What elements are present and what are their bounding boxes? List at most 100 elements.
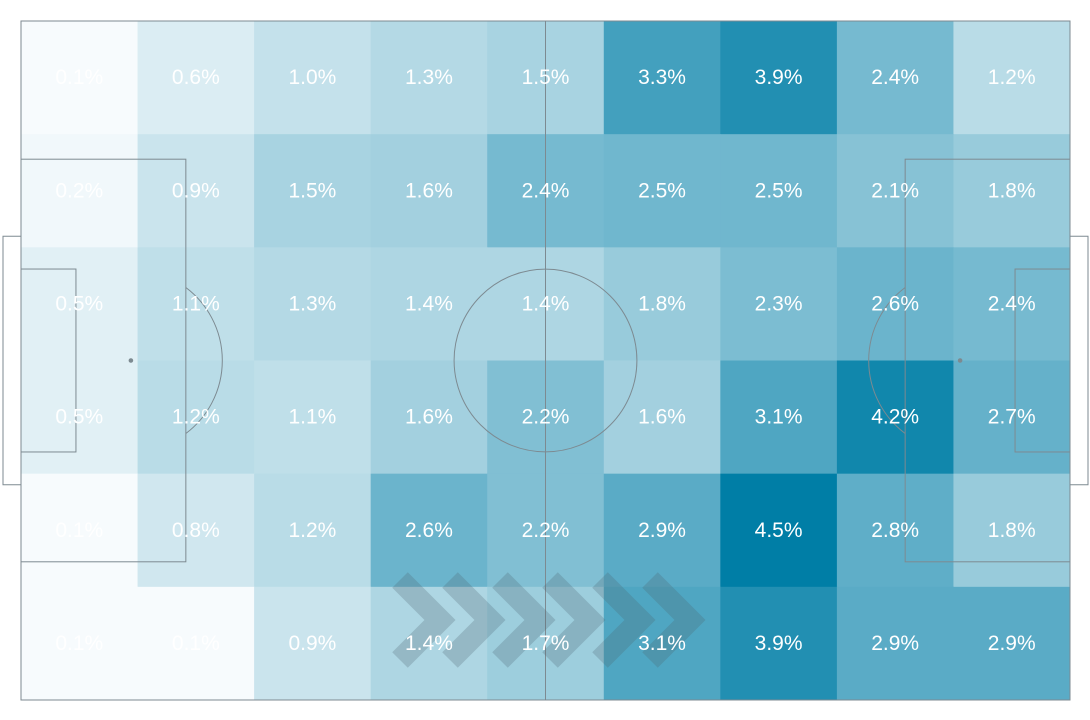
heatmap-cell-r6-c8 [836, 586, 954, 701]
heatmap-label-r5-c5: 2.2% [522, 519, 570, 542]
heatmap-label-r3-c2: 1.1% [172, 292, 220, 315]
direction-chevron-4 [542, 572, 606, 668]
heatmap-label-r4-c4: 1.6% [405, 406, 453, 429]
heatmap-label-r2-c6: 2.5% [638, 179, 686, 202]
right-penalty-spot [957, 358, 963, 363]
direction-chevron-2 [442, 572, 506, 668]
heatmap-label-r2-c8: 2.1% [871, 179, 919, 202]
heatmap-cell-r2-c8 [836, 134, 954, 248]
heatmap-label-r1-c7: 3.9% [755, 66, 803, 89]
attack-direction-arrow [392, 572, 706, 668]
heatmap-label-r4-c2: 1.2% [172, 406, 220, 429]
heatmap-label-r5-c7: 4.5% [755, 519, 803, 542]
heatmap-label-r1-c1: 0.1% [55, 66, 103, 89]
direction-chevron-6 [642, 572, 706, 668]
direction-chevron-3 [492, 572, 556, 668]
heatmap-cell-r5-c4 [370, 473, 488, 588]
heatmap-label-r2-c1: 0.2% [55, 179, 103, 202]
heatmap-label-r3-c7: 2.3% [755, 292, 803, 315]
heatmap-label-r3-c1: 0.5% [55, 292, 103, 315]
heatmap-label-r1-c4: 1.3% [405, 66, 453, 89]
heatmap-label-r6-c4: 1.4% [405, 632, 453, 655]
heatmap-label-r6-c1: 0.1% [55, 632, 103, 655]
heatmap-cell-r5-c9 [953, 473, 1071, 588]
heatmap-label-r1-c3: 1.0% [288, 66, 336, 89]
heatmap-cell-r4-c7 [720, 360, 838, 475]
heatmap-label-r2-c5: 2.4% [522, 179, 570, 202]
heatmap-label-r1-c9: 1.2% [988, 66, 1036, 89]
heatmap-cell-r4-c1 [21, 360, 139, 475]
heatmap-cell-r1-c6 [603, 21, 721, 135]
heatmap-cell-r4-c9 [953, 360, 1071, 475]
heatmap-cell-r5-c7 [720, 473, 838, 588]
heatmap-cell-r5-c3 [254, 473, 372, 588]
heatmap-label-r6-c3: 0.9% [288, 632, 336, 655]
heatmap-cell-r2-c2 [137, 134, 255, 248]
heatmap-cell-r6-c9 [953, 586, 1071, 701]
heatmap-label-r5-c9: 1.8% [988, 519, 1036, 542]
left-goal [2, 235, 22, 486]
heatmap-label-r4-c1: 0.5% [55, 406, 103, 429]
heatmap-cell-r2-c9 [953, 134, 1071, 248]
heatmap-label-r3-c5: 1.4% [522, 292, 570, 315]
direction-chevron-1 [392, 572, 456, 668]
heatmap-label-r1-c6: 3.3% [638, 66, 686, 89]
heatmap-label-r6-c6: 3.1% [638, 632, 686, 655]
heatmap-cell-r1-c4 [370, 21, 488, 135]
heatmap-cell-r5-c1 [21, 473, 139, 588]
heatmap-cell-r4-c4 [370, 360, 488, 475]
heatmap-label-r6-c8: 2.9% [871, 632, 919, 655]
heatmap-label-r3-c8: 2.6% [871, 292, 919, 315]
heatmap-label-r4-c5: 2.2% [522, 406, 570, 429]
heatmap-label-r1-c5: 1.5% [522, 66, 570, 89]
heatmap-cell-r3-c8 [836, 247, 954, 361]
heatmap-label-r4-c3: 1.1% [288, 406, 336, 429]
right-goal [1069, 235, 1089, 486]
heatmap-cell-r6-c2 [137, 586, 255, 701]
heatmap-cell-r3-c2 [137, 247, 255, 361]
heatmap-cell-r4-c6 [603, 360, 721, 475]
heatmap-label-r1-c8: 2.4% [871, 66, 919, 89]
heatmap-label-r4-c8: 4.2% [871, 406, 919, 429]
heatmap-cell-r6-c6 [603, 586, 721, 701]
heatmap-label-r6-c2: 0.1% [172, 632, 220, 655]
heatmap-cell-r6-c7 [720, 586, 838, 701]
heatmap-label-r3-c3: 1.3% [288, 292, 336, 315]
heatmap-cell-r5-c8 [836, 473, 954, 588]
heatmap-label-r2-c3: 1.5% [288, 179, 336, 202]
heatmap-cell-r2-c7 [720, 134, 838, 248]
heatmap-cell-r1-c3 [254, 21, 372, 135]
right-penalty-arc [868, 287, 906, 434]
heatmap-label-r3-c9: 2.4% [988, 292, 1036, 315]
heatmap-label-r5-c8: 2.8% [871, 519, 919, 542]
heatmap-cell-r3-c6 [603, 247, 721, 361]
left-penalty-arc [185, 287, 223, 434]
heatmap-label-r4-c6: 1.6% [638, 406, 686, 429]
heatmap-label-r6-c9: 2.9% [988, 632, 1036, 655]
heatmap-cell-r3-c3 [254, 247, 372, 361]
heatmap-cell-r4-c3 [254, 360, 372, 475]
heatmap-label-r3-c4: 1.4% [405, 292, 453, 315]
heatmap-label-r6-c7: 3.9% [755, 632, 803, 655]
heatmap-label-r6-c5: 1.7% [522, 632, 570, 655]
heatmap-cell-r2-c6 [603, 134, 721, 248]
heatmap-cell-r2-c3 [254, 134, 372, 248]
heatmap-label-r2-c7: 2.5% [755, 179, 803, 202]
heatmap-cell-r2-c1 [21, 134, 139, 248]
heatmap-label-r2-c4: 1.6% [405, 179, 453, 202]
heatmap-label-r3-c6: 1.8% [638, 292, 686, 315]
direction-chevron-5 [592, 572, 656, 668]
heatmap-cell-r2-c4 [370, 134, 488, 248]
heatmap-label-r4-c7: 3.1% [755, 406, 803, 429]
pitch-markings [2, 20, 1089, 701]
heatmap-cell-r1-c2 [137, 21, 255, 135]
heatmap-cell-r6-c4 [370, 586, 488, 701]
heatmap-cell-r3-c4 [370, 247, 488, 361]
heatmap-cell-r5-c2 [137, 473, 255, 588]
centre-circle [453, 268, 638, 453]
heatmap-label-r2-c2: 0.9% [172, 179, 220, 202]
heatmap-label-r5-c3: 1.2% [288, 519, 336, 542]
heatmap-cell-r6-c1 [21, 586, 139, 701]
heatmap-cell-r4-c8 [836, 360, 954, 475]
heatmap-label-r5-c1: 0.1% [55, 519, 103, 542]
